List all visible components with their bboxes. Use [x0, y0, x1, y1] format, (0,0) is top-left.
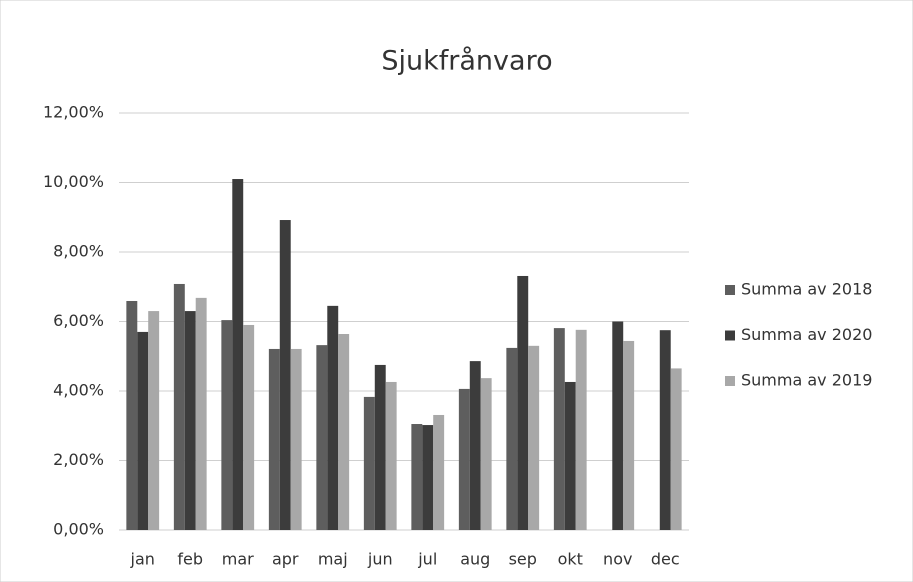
- bar: [553, 328, 565, 530]
- y-tick-label: 2,00%: [53, 450, 104, 469]
- bar: [517, 275, 529, 530]
- bar: [232, 179, 244, 530]
- bar: [243, 324, 255, 530]
- bar: [458, 388, 470, 530]
- bar: [184, 311, 196, 530]
- x-tick-label: sep: [509, 550, 537, 569]
- y-tick-label: 0,00%: [53, 520, 104, 539]
- bar: [670, 368, 682, 530]
- bar: [137, 331, 149, 530]
- bar: [623, 340, 635, 530]
- bar: [411, 424, 423, 530]
- bar: [126, 300, 138, 530]
- x-tick-label: jul: [417, 550, 437, 569]
- y-tick-label: 12,00%: [43, 103, 104, 122]
- legend-label: Summa av 2020: [741, 325, 872, 344]
- bar: [480, 378, 492, 530]
- y-tick-label: 10,00%: [43, 172, 104, 191]
- bar: [374, 364, 386, 530]
- bar: [433, 414, 445, 530]
- x-tick-label: aug: [460, 550, 490, 569]
- legend-swatch: [725, 330, 735, 341]
- y-tick-label: 8,00%: [53, 242, 104, 261]
- bar: [221, 320, 233, 530]
- bar: [148, 311, 160, 530]
- x-tick-label: mar: [222, 550, 254, 569]
- x-tick-label: jan: [130, 550, 155, 569]
- bar: [612, 321, 624, 530]
- bar: [327, 305, 339, 530]
- bar: [506, 347, 518, 530]
- bar: [338, 334, 350, 530]
- bar: [528, 345, 540, 530]
- bar: [385, 381, 397, 530]
- bar: [173, 283, 185, 530]
- y-tick-label: 4,00%: [53, 381, 104, 400]
- bar: [290, 348, 302, 530]
- bar: [422, 425, 434, 530]
- x-tick-label: nov: [603, 550, 632, 569]
- bar: [659, 330, 671, 530]
- y-tick-label: 6,00%: [53, 311, 104, 330]
- bar: [575, 329, 587, 530]
- x-tick-label: apr: [272, 550, 299, 569]
- x-tick-label: jun: [367, 550, 393, 569]
- legend-label: Summa av 2018: [741, 280, 872, 299]
- bar: [564, 381, 576, 530]
- legend-swatch: [725, 285, 735, 295]
- bar: [469, 361, 481, 530]
- x-tick-label: feb: [177, 550, 203, 569]
- legend-swatch: [725, 376, 735, 386]
- bar: [268, 348, 280, 530]
- bar: [279, 220, 291, 530]
- chart-title: Sjukfrånvaro: [381, 46, 552, 77]
- x-tick-label: dec: [651, 550, 680, 569]
- legend-label: Summa av 2019: [741, 371, 872, 390]
- x-tick-label: maj: [318, 550, 348, 569]
- x-tick-label: okt: [558, 550, 583, 569]
- bar: [195, 297, 207, 530]
- bar: [316, 345, 328, 530]
- bar: [363, 396, 375, 530]
